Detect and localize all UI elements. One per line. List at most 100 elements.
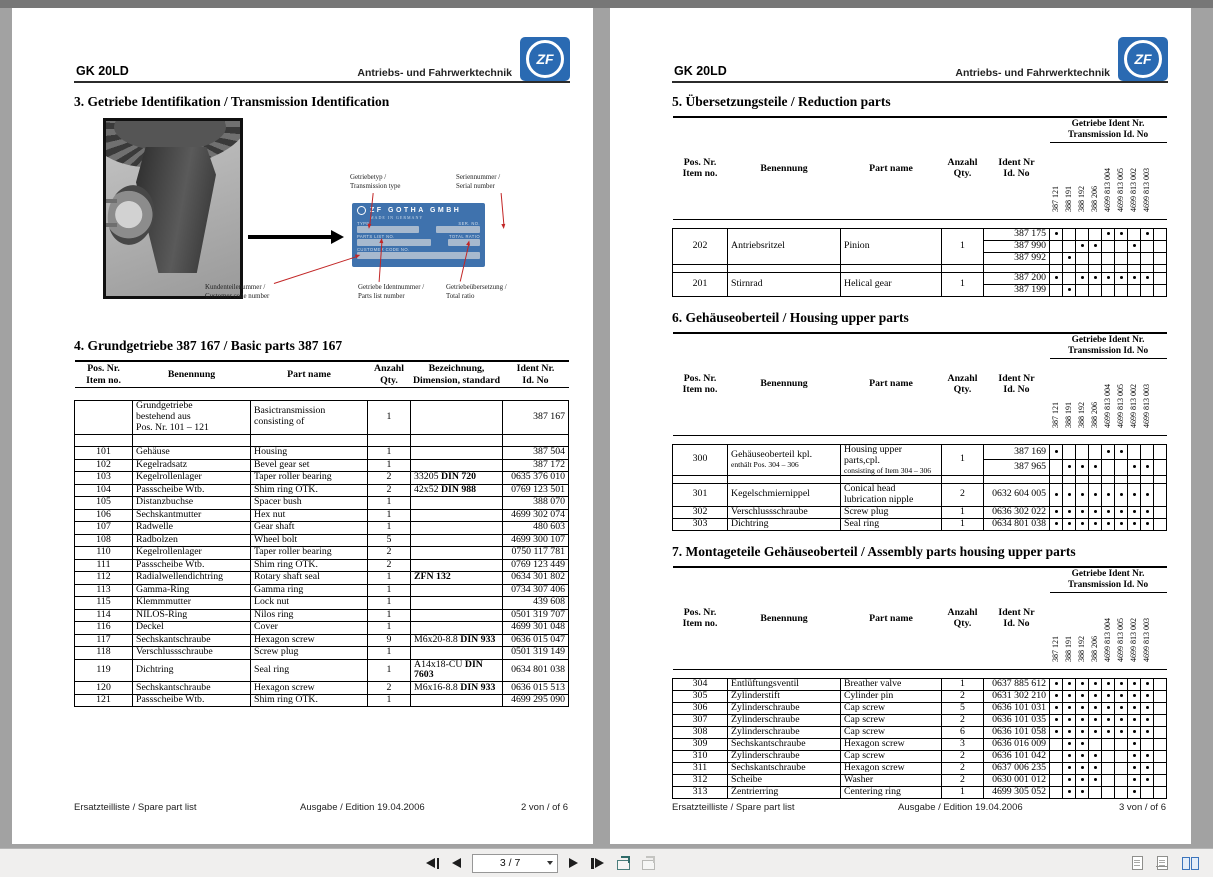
- next-page-button[interactable]: [567, 856, 580, 870]
- section4-title: 4. Grundgetriebe 387 167 / Basic parts 3…: [74, 338, 343, 353]
- compat-dot-cell: [1127, 443, 1141, 461]
- gap-cell: [1114, 435, 1128, 445]
- ident-cell: 387 169: [983, 443, 1050, 461]
- rotated-header-row: 387 121 388 191 388 192 388 206 4699 813 004…: [673, 358, 1167, 436]
- pos-cell: 302: [672, 505, 728, 519]
- zf-logo-text: ZF: [526, 40, 564, 78]
- gap-cell: [727, 435, 841, 445]
- qty-cell: 2: [941, 761, 984, 775]
- zf-logo: ZF: [1118, 37, 1168, 81]
- pos-cell: 107: [74, 521, 133, 535]
- compat-dot: [1054, 706, 1058, 709]
- previous-view-button[interactable]: [615, 855, 631, 870]
- compat-dot: [1054, 522, 1058, 526]
- compat-dot-cell: [1062, 459, 1076, 476]
- compat-dot: [1093, 276, 1097, 280]
- compat-dot: [1080, 729, 1084, 733]
- compat-dot-cell: [1127, 713, 1141, 727]
- transmission-id-column: 388 206: [1088, 142, 1102, 220]
- gap-cell: [74, 387, 133, 401]
- division-title: Antriebs- und Fahrwerktechnik: [955, 67, 1110, 79]
- qty-cell: 5: [367, 533, 411, 547]
- compat-dot: [1145, 232, 1149, 236]
- pos-cell: 104: [74, 483, 133, 497]
- dimension-cell: ZFN 132: [410, 571, 503, 585]
- window-top-strip: [0, 0, 1213, 8]
- table-row: Grundgetriebe bestehend aus Pos. Nr. 101…: [74, 399, 569, 435]
- compat-dot-cell: [1075, 483, 1089, 507]
- compat-dot: [1106, 717, 1110, 721]
- footer-doc-type: Ersatzteilliste / Spare part list: [672, 802, 795, 813]
- page-number-select[interactable]: 3 / 7: [472, 853, 559, 873]
- transmission-id-column-empty: [1153, 358, 1167, 436]
- spacer-row: [672, 475, 1168, 484]
- compat-dot: [1145, 753, 1149, 757]
- gap-cell: [1114, 219, 1128, 229]
- ident-cell: 0635 376 010: [502, 471, 569, 485]
- ident-cell: 387 172: [502, 458, 569, 472]
- rotated-label: 388 192: [1077, 186, 1086, 213]
- dimension-cell: [410, 458, 503, 472]
- name-en-cell: Nilos ring: [250, 608, 368, 622]
- compat-dot-cell: [1088, 725, 1102, 739]
- compat-dot: [1093, 510, 1097, 514]
- compat-dot-cell: [1140, 785, 1154, 799]
- compat-dot-cell: [1062, 517, 1076, 531]
- compat-dot: [1132, 706, 1136, 709]
- compat-dot-cell: [1088, 785, 1102, 799]
- page-layout-controls: [1130, 854, 1202, 872]
- name-de-cell: Deckel: [132, 621, 251, 635]
- transmission-id-column: 4699 813 003: [1140, 592, 1154, 670]
- column-header: Part name: [840, 331, 942, 436]
- ident-cell: 0634 801 038: [502, 658, 569, 683]
- name-de-cell: Zentrierring: [727, 785, 841, 799]
- plate-partslist-field: [357, 239, 431, 246]
- gap-cell: [1127, 669, 1141, 679]
- gap-cell: [1101, 435, 1115, 445]
- table-row: 104 Passscheibe Wtb. Shim ring OTK. 2 42x52 …: [74, 483, 569, 497]
- single-page-layout-icon: [1131, 856, 1143, 870]
- compat-dot: [1119, 682, 1123, 686]
- first-page-button[interactable]: [424, 856, 441, 871]
- compat-dot-cell: [1088, 271, 1102, 285]
- compat-dot-cell: [1127, 517, 1141, 531]
- two-page-layout-button[interactable]: [1180, 855, 1202, 872]
- compat-dot-cell: [1075, 271, 1089, 285]
- table-row: 304 Entlüftungsventil Breather valve 1 0637 …: [672, 677, 1168, 691]
- name-de-cell: Entlüftungsventil: [727, 677, 841, 691]
- name-de-cell: Sechskantmutter: [132, 508, 251, 522]
- compat-dot: [1080, 765, 1084, 769]
- gap-cell: [941, 669, 984, 679]
- continuous-layout-button[interactable]: [1155, 854, 1170, 872]
- ident-cell: 387 175: [983, 227, 1050, 241]
- single-page-layout-button[interactable]: [1130, 854, 1145, 872]
- header-gap-row: [672, 435, 1167, 445]
- pos-cell: 300: [672, 443, 728, 477]
- rotated-label: 388 191: [1064, 186, 1073, 213]
- table-row: 106 Sechskantmutter Hex nut 1 4699 302 074: [74, 508, 569, 522]
- name-de-cell: Zylinderstift: [727, 689, 841, 703]
- qty-cell: 2: [367, 546, 411, 560]
- table-row: 108 Radbolzen Wheel bolt 5 4699 300 107: [74, 533, 569, 547]
- last-page-button[interactable]: [589, 856, 606, 871]
- rotated-label: 388 191: [1064, 636, 1073, 663]
- compat-dot: [1106, 694, 1110, 698]
- qty-cell: 2: [367, 471, 411, 485]
- spacer-cell: [367, 433, 411, 447]
- compat-dot-cell: [1088, 761, 1102, 775]
- pos-cell: 116: [74, 621, 133, 635]
- previous-page-button[interactable]: [450, 856, 463, 870]
- name-en-cell: Breather valve: [840, 677, 942, 691]
- compat-dot: [1106, 232, 1110, 236]
- compat-dot-cell: [1140, 725, 1154, 739]
- compat-dot-cell: [1127, 761, 1141, 775]
- compat-dot-cell: [1140, 677, 1154, 691]
- compat-dot-cell: [1101, 239, 1115, 253]
- transmission-id-column-empty: [1153, 142, 1167, 220]
- spacer-cell: [727, 263, 841, 273]
- name-de-cell: Radbolzen: [132, 533, 251, 547]
- next-view-button[interactable]: [640, 855, 656, 870]
- compat-dot-cell: [1075, 785, 1089, 799]
- compat-dot-cell: [1088, 283, 1102, 297]
- compat-dot: [1067, 256, 1071, 260]
